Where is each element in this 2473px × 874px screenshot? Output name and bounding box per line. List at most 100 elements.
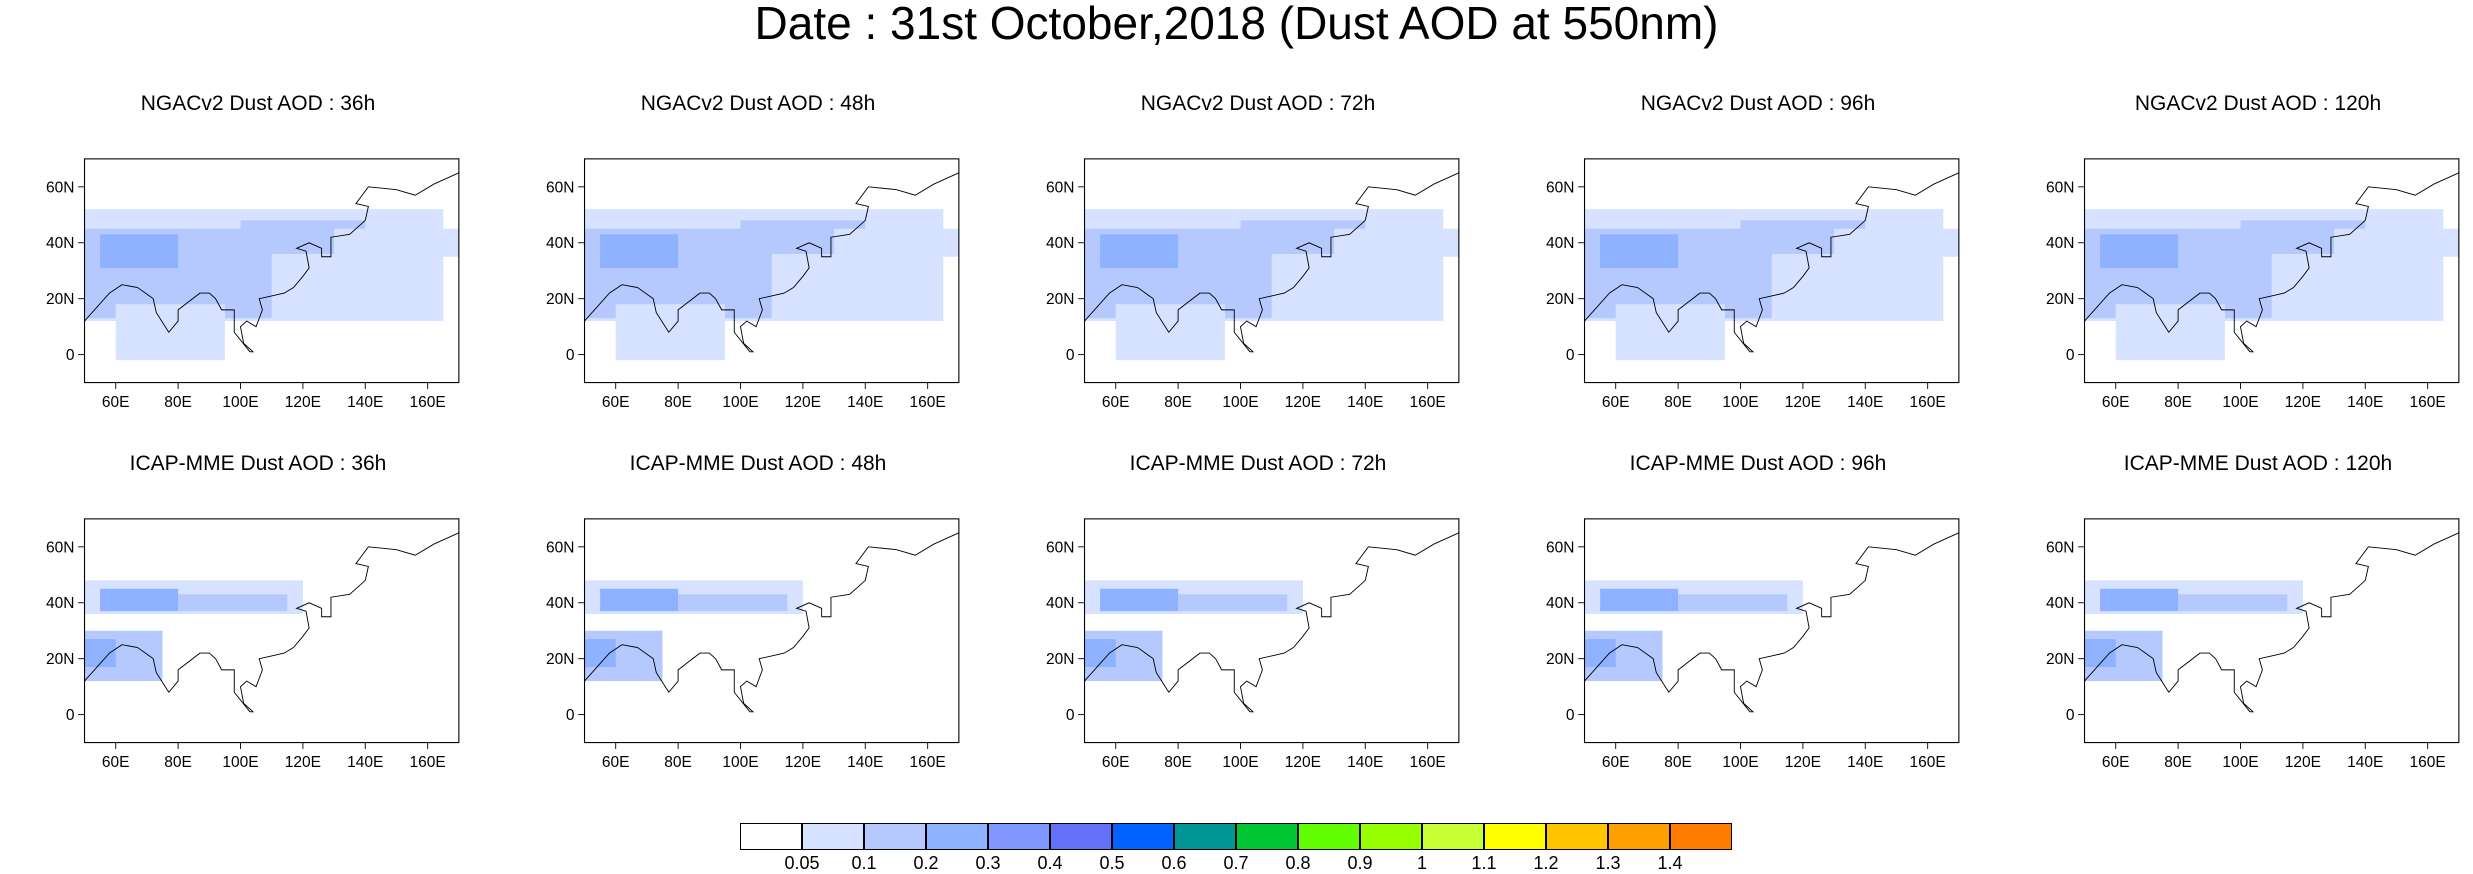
lon-tick-label: 120E — [1285, 754, 1321, 771]
lat-tick-label: 60N — [2046, 179, 2074, 196]
lat-tick-label: 60N — [46, 539, 74, 556]
lon-tick-label: 120E — [2285, 394, 2321, 411]
lon-tick-label: 60E — [102, 754, 130, 771]
colorbar-label: 0.9 — [1347, 853, 1373, 873]
lon-tick-label: 120E — [785, 394, 821, 411]
lat-tick-label: 40N — [546, 595, 574, 612]
colorbar-swatch — [1174, 823, 1236, 850]
dust-aod-shading — [834, 228, 959, 257]
dust-aod-shading — [178, 594, 288, 612]
colorbar-swatch — [1422, 823, 1484, 850]
dust-aod-shading — [600, 588, 679, 612]
lon-tick-label: 140E — [1347, 394, 1383, 411]
lat-tick-label: 60N — [1046, 539, 1074, 556]
lon-tick-label: 140E — [2347, 394, 2383, 411]
colorbar-label: 1.1 — [1471, 853, 1497, 873]
lon-tick-label: 60E — [1602, 754, 1630, 771]
lon-tick-label: 100E — [722, 394, 758, 411]
dust-aod-shading — [1100, 234, 1179, 268]
lon-tick-label: 140E — [847, 754, 883, 771]
lat-tick-label: 60N — [546, 179, 574, 196]
lon-tick-label: 100E — [1222, 394, 1258, 411]
lon-tick-label: 160E — [910, 754, 946, 771]
lon-tick-label: 160E — [1910, 394, 1946, 411]
dust-aod-shading — [678, 594, 788, 612]
map-frame — [583, 518, 960, 744]
lat-tick-label: 20N — [1546, 651, 1574, 668]
lon-tick-label: 60E — [1102, 754, 1130, 771]
colorbar-swatch — [1360, 823, 1422, 850]
lon-tick-label: 160E — [1410, 754, 1446, 771]
colorbar-swatch — [802, 823, 864, 850]
colorbar-label: 0.4 — [1037, 853, 1063, 873]
lat-tick-label: 0 — [1566, 707, 1575, 724]
lat-tick-label: 40N — [2046, 235, 2074, 252]
dust-aod-shading — [615, 304, 725, 361]
lon-tick-label: 160E — [410, 754, 446, 771]
lon-tick-label: 120E — [1285, 394, 1321, 411]
lon-tick-label: 160E — [1410, 394, 1446, 411]
dust-aod-shading — [115, 304, 225, 361]
lat-tick-label: 0 — [2066, 707, 2075, 724]
dust-aod-map: 60E 80E 100E 120E 140E 160E 60N 40N 20N 0 — [2046, 158, 2460, 411]
dust-aod-map: 60E 80E 100E 120E 140E 160E 60N 40N 20N 0 — [546, 518, 960, 771]
panel-title: ICAP-MME Dust AOD : 36h — [129, 452, 387, 475]
main-title: Date : 31st October,2018 (Dust AOD at 55… — [754, 0, 1719, 49]
panel-title: NGACv2 Dust AOD : 96h — [1640, 92, 1876, 115]
colorbar: 0.05 0.1 0.2 0.3 0.4 0.5 0.6 0.7 0.8 0.9 1 1.1 1.2 1.… — [740, 823, 1732, 874]
dust-aod-map: 60E 80E 100E 120E 140E 160E 60N 40N 20N 0 — [1046, 518, 1460, 771]
lat-tick-label: 60N — [1046, 179, 1074, 196]
lon-tick-label: 80E — [1664, 754, 1692, 771]
lon-tick-label: 160E — [410, 394, 446, 411]
dust-aod-shading — [1834, 228, 1959, 257]
lat-tick-label: 20N — [546, 651, 574, 668]
lon-tick-label: 80E — [664, 754, 692, 771]
coastline — [1084, 532, 1460, 713]
lat-tick-label: 60N — [2046, 539, 2074, 556]
lat-tick-label: 20N — [1546, 291, 1574, 308]
colorbar-swatch — [926, 823, 988, 850]
map-panel: NGACv2 Dust AOD : 36h 60E 80E 100E 120E 140E 1… — [46, 92, 468, 492]
lat-tick-label: 0 — [1566, 347, 1575, 364]
lon-tick-label: 120E — [285, 754, 321, 771]
coastline — [2084, 172, 2460, 353]
map-frame — [583, 158, 960, 384]
lon-tick-label: 80E — [2164, 394, 2192, 411]
lon-tick-label: 100E — [2222, 754, 2258, 771]
colorbar-swatch — [1608, 823, 1670, 850]
lat-tick-label: 40N — [2046, 595, 2074, 612]
dust-aod-shading — [1584, 639, 1616, 668]
lon-tick-label: 120E — [285, 394, 321, 411]
lon-tick-label: 60E — [2102, 394, 2130, 411]
lat-tick-label: 20N — [2046, 291, 2074, 308]
dust-aod-shading — [334, 228, 459, 257]
colorbar-swatch — [1546, 823, 1608, 850]
lon-tick-label: 120E — [1785, 754, 1821, 771]
lat-tick-label: 20N — [1046, 291, 1074, 308]
coastline — [84, 532, 460, 713]
lon-tick-label: 100E — [2222, 394, 2258, 411]
map-panel: ICAP-MME Dust AOD : 120h 60E 80E 100E 120E 14… — [2046, 452, 2468, 852]
colorbar-swatch — [1050, 823, 1112, 850]
coastline — [2084, 532, 2460, 713]
lon-tick-label: 160E — [2410, 394, 2446, 411]
lat-tick-label: 0 — [566, 707, 575, 724]
map-panel: NGACv2 Dust AOD : 48h 60E 80E 100E 120E 140E 1… — [546, 92, 968, 492]
colorbar-swatch — [864, 823, 926, 850]
colorbar-swatch — [988, 823, 1050, 850]
coastline — [584, 172, 960, 353]
colorbar-label: 1.3 — [1595, 853, 1621, 873]
lon-tick-label: 80E — [664, 394, 692, 411]
map-panel: ICAP-MME Dust AOD : 72h 60E 80E 100E 120E 140… — [1046, 452, 1468, 852]
colorbar-label: 0.1 — [851, 853, 877, 873]
lon-tick-label: 160E — [2410, 754, 2446, 771]
lon-tick-label: 100E — [222, 754, 258, 771]
panel-title: ICAP-MME Dust AOD : 72h — [1129, 452, 1387, 475]
lat-tick-label: 40N — [46, 235, 74, 252]
lon-tick-label: 80E — [1164, 394, 1192, 411]
lat-tick-label: 40N — [1046, 595, 1074, 612]
lat-tick-label: 40N — [546, 235, 574, 252]
lon-tick-label: 120E — [1785, 394, 1821, 411]
lon-tick-label: 60E — [102, 394, 130, 411]
dust-aod-map: 60E 80E 100E 120E 140E 160E 60N 40N 20N 0 — [46, 158, 460, 411]
